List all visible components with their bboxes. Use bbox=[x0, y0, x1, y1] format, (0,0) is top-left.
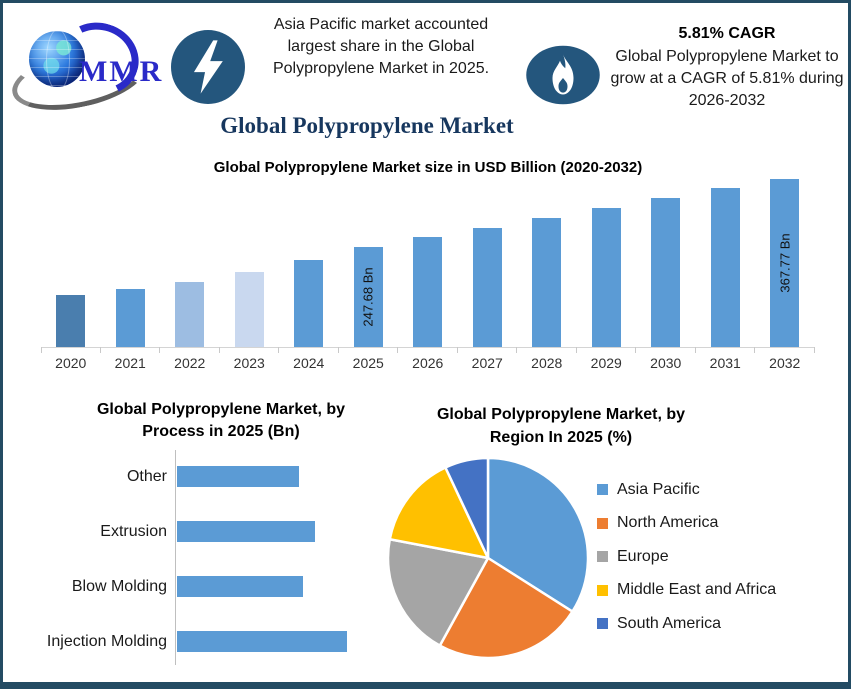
bar-slot-2027 bbox=[458, 177, 518, 353]
legend-swatch bbox=[597, 551, 608, 562]
page-title: Global Polypropylene Market bbox=[220, 113, 514, 138]
highlight-asia-text: Asia Pacific market accounted largest sh… bbox=[272, 16, 490, 77]
legend-item: Middle East and Africa bbox=[597, 580, 776, 601]
x-tick-label: 2031 bbox=[709, 355, 741, 371]
bar-slot-2032: 367.77 Bn bbox=[755, 177, 815, 353]
legend-item: North America bbox=[597, 513, 776, 534]
process-chart-axis bbox=[175, 450, 176, 665]
process-bar bbox=[177, 521, 315, 542]
bar-2031 bbox=[710, 188, 740, 347]
mmr-logo: MMR bbox=[6, 12, 175, 121]
pie-slice-north-america bbox=[438, 556, 574, 660]
process-label: Injection Molding bbox=[46, 632, 167, 650]
bar-chart-plot: 247.68 Bn 367.77 Bn bbox=[41, 177, 815, 353]
region-pie-chart: Global Polypropylene Market, by Region I… bbox=[375, 395, 848, 681]
process-label: Blow Molding bbox=[71, 577, 167, 595]
x-tick-label: 2030 bbox=[650, 355, 682, 371]
bar-slot-2021 bbox=[101, 177, 161, 353]
market-size-bar-chart: Global Polypropylene Market size in USD … bbox=[41, 159, 815, 385]
legend-label: South America bbox=[617, 614, 722, 632]
legend-swatch bbox=[597, 517, 608, 529]
bar-2028 bbox=[532, 218, 562, 347]
x-tick-label: 2026 bbox=[412, 355, 444, 371]
legend-label: Europe bbox=[617, 547, 669, 565]
process-chart-title: Global Polypropylene Market, by Process … bbox=[96, 401, 346, 440]
process-bar bbox=[177, 576, 303, 597]
legend-item: Asia Pacific bbox=[597, 479, 776, 500]
bar-slot-2022 bbox=[160, 177, 220, 353]
bar-slot-2028 bbox=[517, 177, 577, 353]
highlight-cagr: 5.81% CAGR Global Polypropylene Market t… bbox=[602, 25, 848, 112]
pie-legend: Asia Pacific North America Europe Middle Ea… bbox=[597, 479, 776, 634]
bar-slot-2026 bbox=[398, 177, 458, 353]
legend-item: Europe bbox=[597, 546, 776, 567]
process-bar bbox=[177, 631, 347, 652]
legend-swatch bbox=[597, 584, 608, 596]
x-tick-label: 2021 bbox=[114, 355, 146, 371]
pie-slice-europe bbox=[386, 538, 490, 647]
process-label: Other bbox=[126, 467, 167, 485]
process-bar bbox=[177, 466, 299, 487]
legend-item: South America bbox=[597, 613, 776, 634]
lightning-icon bbox=[171, 30, 245, 104]
process-bar-chart: Global Polypropylene Market, by Process … bbox=[21, 395, 391, 675]
bar-slot-2029 bbox=[577, 177, 637, 353]
process-row: Blow Molding bbox=[21, 576, 391, 597]
bar-2020 bbox=[56, 295, 86, 347]
cagr-value: 5.81% CAGR bbox=[678, 25, 776, 42]
pie-slice-south-america bbox=[444, 456, 490, 560]
bar-2026 bbox=[413, 237, 443, 347]
cagr-text: Global Polypropylene Market to grow at a… bbox=[610, 48, 844, 109]
x-tick-label: 2025 bbox=[352, 355, 384, 371]
bar-slot-2031 bbox=[696, 177, 756, 353]
legend-label: Asia Pacific bbox=[617, 480, 700, 498]
flame-icon bbox=[525, 45, 601, 105]
x-tick-label: 2028 bbox=[531, 355, 563, 371]
x-tick-label: 2024 bbox=[293, 355, 325, 371]
x-tick-label: 2027 bbox=[471, 355, 503, 371]
bar-2024 bbox=[294, 260, 324, 347]
bar-2030 bbox=[651, 198, 681, 347]
bar-value-label: 367.77 Bn bbox=[777, 233, 793, 293]
bar-slot-2023 bbox=[220, 177, 280, 353]
bar-slot-2030 bbox=[636, 177, 696, 353]
bar-2022 bbox=[175, 282, 205, 347]
globe-icon bbox=[29, 31, 85, 87]
logo-text: MMR bbox=[79, 55, 164, 88]
process-row: Injection Molding bbox=[21, 631, 391, 652]
bar-2021 bbox=[115, 289, 145, 347]
process-chart-rows: Other Extrusion Blow Molding Injection Mold… bbox=[21, 466, 391, 682]
pie-slice-middle-east-and-africa bbox=[388, 466, 490, 560]
bar-2023 bbox=[234, 272, 264, 347]
legend-swatch bbox=[597, 484, 608, 495]
bar-slot-2024 bbox=[279, 177, 339, 353]
bar-chart-title: Global Polypropylene Market size in USD … bbox=[213, 159, 643, 176]
x-tick-label: 2029 bbox=[590, 355, 622, 371]
bar-2029 bbox=[591, 208, 621, 347]
pie-chart-title: Global Polypropylene Market, by Region I… bbox=[436, 406, 686, 446]
bar-value-label: 247.68 Bn bbox=[360, 267, 376, 327]
x-tick-label: 2032 bbox=[769, 355, 801, 371]
bar-chart-x-axis: 2020 2021 2022 2023 2024 2025 2026 2027 2028 2029… bbox=[41, 355, 815, 371]
pie-graphic bbox=[386, 456, 590, 660]
legend-label: Middle East and Africa bbox=[617, 581, 777, 598]
bar-slot-2020 bbox=[41, 177, 101, 353]
x-tick-label: 2020 bbox=[55, 355, 87, 371]
process-row: Extrusion bbox=[21, 521, 391, 542]
x-tick-label: 2022 bbox=[174, 355, 206, 371]
legend-swatch bbox=[597, 618, 608, 629]
legend-label: North America bbox=[617, 514, 719, 531]
bar-2027 bbox=[472, 228, 502, 347]
process-label: Extrusion bbox=[100, 522, 167, 540]
bar-2032: 367.77 Bn bbox=[770, 179, 800, 347]
bar-2025: 247.68 Bn bbox=[353, 247, 383, 347]
bar-slot-2025: 247.68 Bn bbox=[339, 177, 399, 353]
process-row: Other bbox=[21, 466, 391, 487]
x-tick-label: 2023 bbox=[233, 355, 265, 371]
